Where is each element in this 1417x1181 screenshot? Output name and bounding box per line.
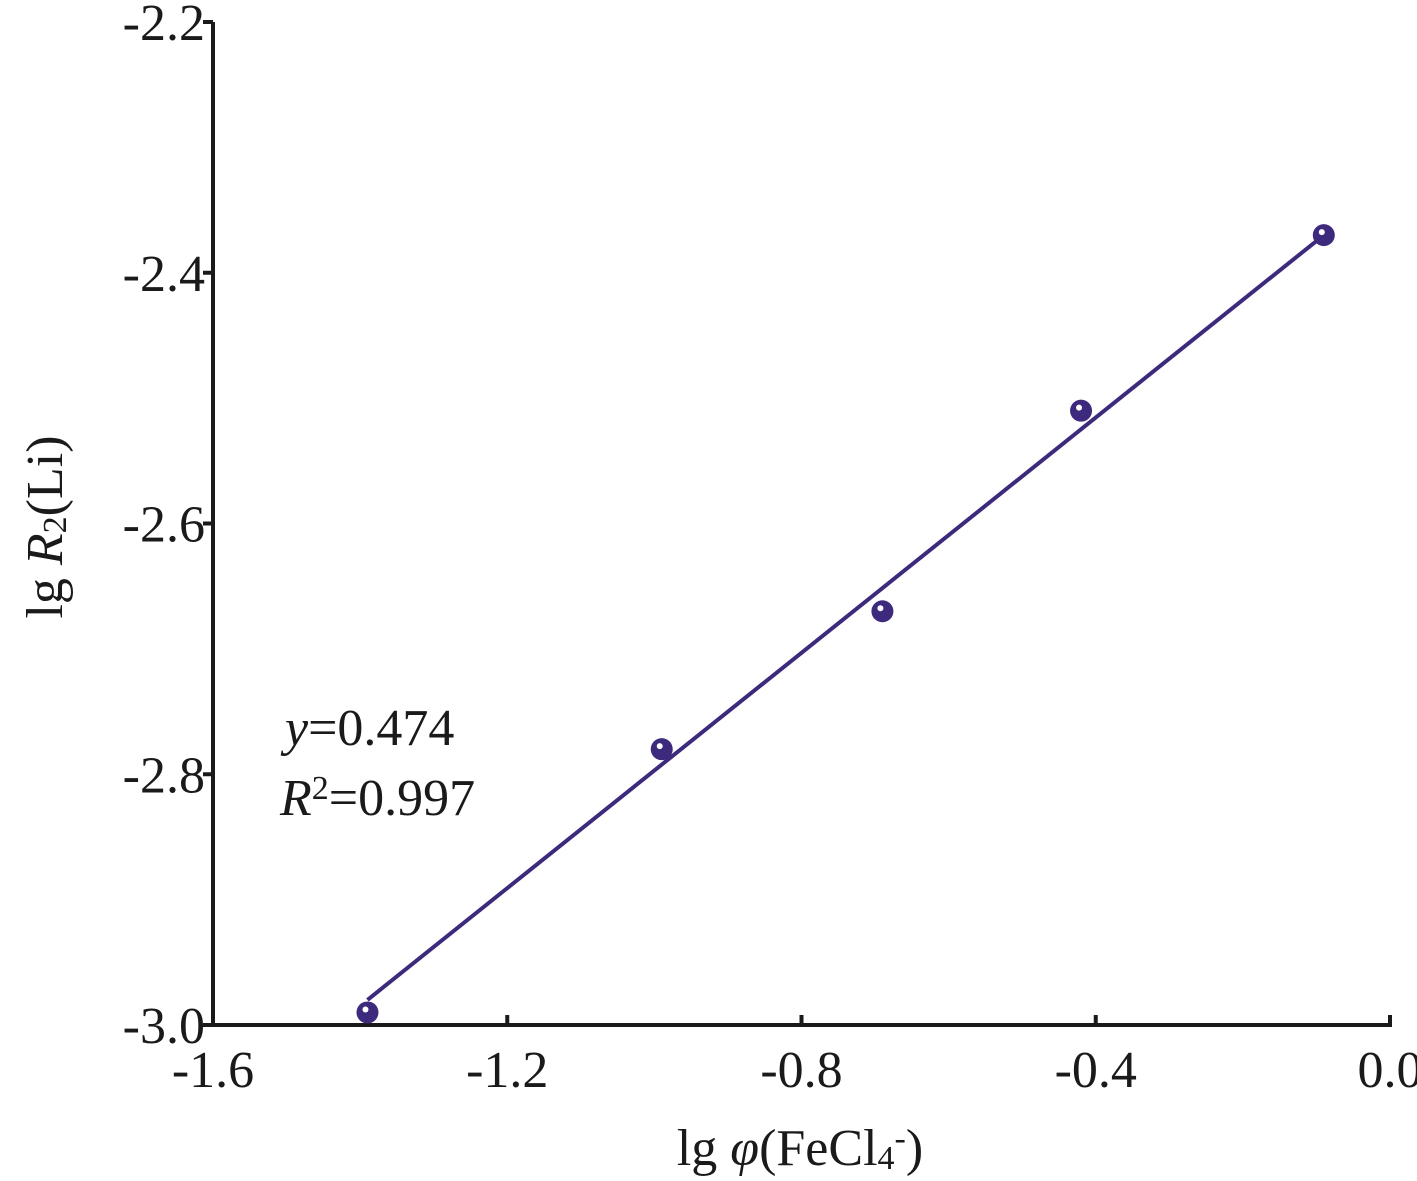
- point: [1070, 399, 1093, 422]
- label-part: R: [279, 770, 312, 827]
- label-part: 2: [312, 770, 329, 807]
- y-axis-label: lg R2(Li): [17, 435, 74, 618]
- point: [1312, 224, 1335, 247]
- y-tick-label: -3.0: [123, 998, 205, 1055]
- x-tick-label: -1.2: [466, 1042, 548, 1099]
- point-highlight: [877, 605, 884, 612]
- label-part: (Li): [17, 435, 74, 516]
- x-tick-label: -0.8: [760, 1042, 842, 1099]
- point-highlight: [1076, 404, 1083, 411]
- label-part: -: [895, 1120, 906, 1157]
- label-part: lg: [677, 1120, 730, 1177]
- x-tick-label: -0.4: [1055, 1042, 1137, 1099]
- annotation: R2=0.997: [279, 770, 475, 827]
- point-highlight: [1318, 229, 1325, 236]
- y-tick-label: -2.8: [123, 747, 205, 804]
- label-part: =0.474: [308, 700, 454, 757]
- label-part: ): [906, 1120, 923, 1177]
- y-tick-label: -2.2: [123, 0, 205, 52]
- label-part: y: [280, 700, 309, 757]
- label-part: R: [17, 533, 74, 566]
- label-part: =0.997: [329, 770, 475, 827]
- label-part: φ: [730, 1120, 759, 1177]
- x-axis-label: lg φ(FeCl4-): [677, 1120, 923, 1177]
- y-tick-label: -2.4: [123, 246, 205, 303]
- y-tick-label: -2.6: [123, 497, 205, 554]
- fit-line: [366, 233, 1326, 1002]
- label-part: lg: [17, 565, 74, 618]
- point: [871, 600, 894, 623]
- label-part: 2: [37, 516, 74, 533]
- label-part: (FeCl: [759, 1120, 877, 1177]
- point: [650, 738, 673, 761]
- x-tick-label: -1.6: [172, 1042, 254, 1099]
- point: [356, 1001, 379, 1024]
- x-tick-label: 0.0: [1358, 1042, 1417, 1099]
- point-highlight: [362, 1006, 369, 1013]
- point-highlight: [656, 743, 663, 750]
- annotation: y=0.474: [280, 700, 454, 757]
- label-part: 4: [878, 1140, 895, 1177]
